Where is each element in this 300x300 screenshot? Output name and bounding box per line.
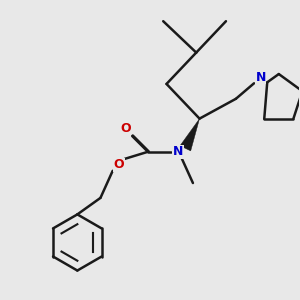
Text: N: N bbox=[255, 71, 266, 84]
Text: O: O bbox=[120, 122, 130, 135]
Polygon shape bbox=[180, 118, 200, 151]
Text: N: N bbox=[173, 145, 183, 158]
Text: O: O bbox=[113, 158, 124, 171]
